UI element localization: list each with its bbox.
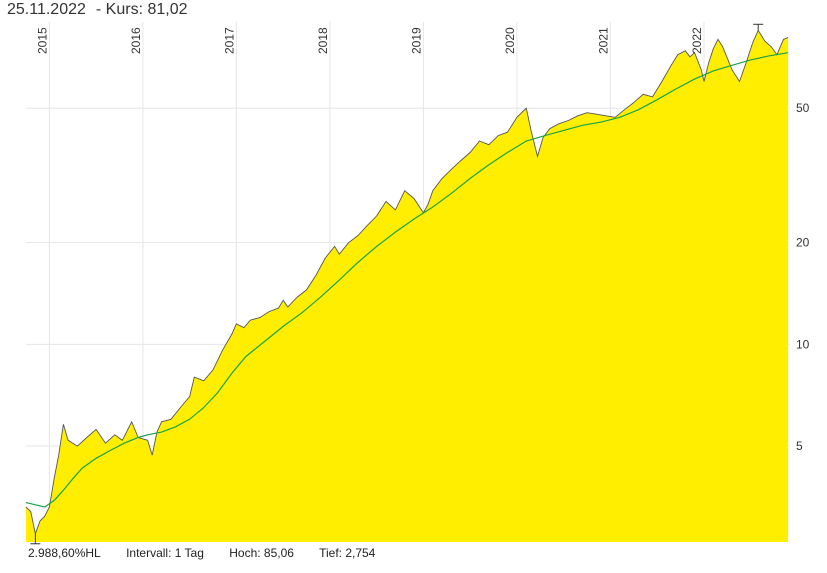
x-tick-label-0: 2015 — [35, 27, 49, 54]
y-tick-label-1: 10 — [796, 337, 810, 351]
y-tick-label-0: 5 — [796, 439, 803, 453]
x-tick-label-4: 2019 — [409, 27, 423, 54]
y-axis: 5 10 20 50 — [796, 101, 810, 453]
footer-low: Tief: 2,754 — [319, 546, 376, 560]
high-marker — [753, 23, 764, 31]
y-tick-label-3: 50 — [796, 101, 810, 115]
x-axis: 2015 2016 2017 2018 2019 2020 2021 2022 — [35, 27, 704, 54]
low-marker — [30, 533, 41, 545]
header-price: - Kurs: 81,02 — [95, 1, 188, 18]
x-tick-label-3: 2018 — [316, 27, 330, 54]
footer-change: 2.988,60%HL — [28, 546, 101, 560]
y-tick-label-2: 20 — [796, 236, 810, 250]
header-date: 25.11.2022 — [7, 1, 86, 18]
chart-header: 25.11.2022 - Kurs: 81,02 — [7, 1, 188, 19]
price-line — [25, 29, 789, 536]
x-tick-label-2: 2017 — [222, 27, 236, 54]
x-tick-label-7: 2022 — [690, 27, 704, 54]
moving-average-line — [25, 52, 789, 508]
footer-interval: Intervall: 1 Tag — [126, 546, 204, 560]
chart-footer: 2.988,60%HL Intervall: 1 Tag Hoch: 85,06… — [28, 546, 397, 560]
x-tick-label-5: 2020 — [503, 27, 517, 54]
footer-high: Hoch: 85,06 — [229, 546, 294, 560]
x-tick-label-1: 2016 — [129, 27, 143, 54]
price-area — [26, 30, 789, 543]
x-tick-label-6: 2021 — [596, 27, 610, 54]
